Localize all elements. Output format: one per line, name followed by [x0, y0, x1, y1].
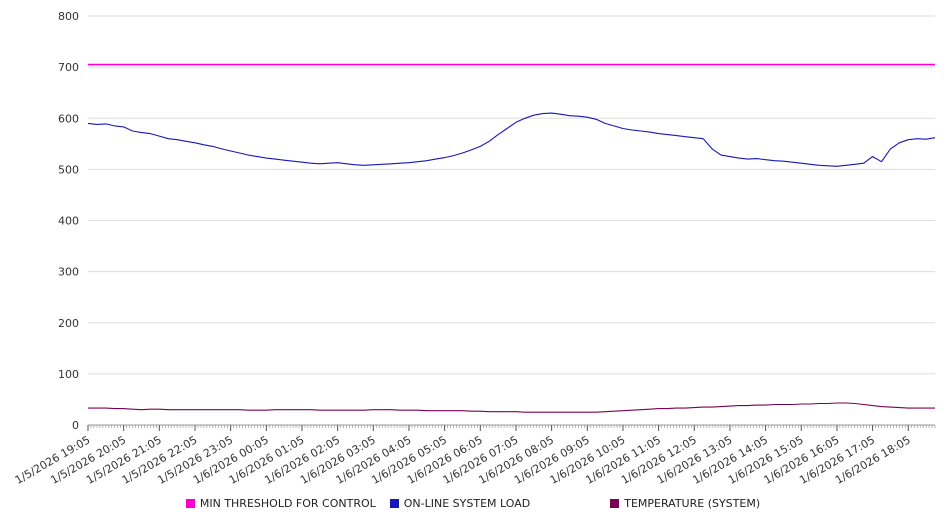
svg-text:800: 800: [58, 10, 79, 23]
legend-label: TEMPERATURE (SYSTEM): [624, 497, 761, 510]
svg-text:200: 200: [58, 317, 79, 330]
min-threshold-swatch-icon: [185, 499, 195, 508]
svg-text:700: 700: [58, 61, 79, 74]
temperature-swatch-icon: [610, 499, 620, 508]
data-series: [87, 63, 936, 413]
legend-item-temperature[interactable]: TEMPERATURE (SYSTEM): [610, 497, 760, 510]
svg-text:0: 0: [72, 419, 79, 432]
svg-text:400: 400: [58, 215, 79, 228]
legend-item-min-threshold[interactable]: MIN THRESHOLD FOR CONTROL: [185, 497, 376, 510]
legend-label: MIN THRESHOLD FOR CONTROL: [199, 497, 376, 510]
axes: [87, 425, 936, 431]
svg-text:600: 600: [58, 112, 79, 125]
legend-item-system-load[interactable]: ON-LINE SYSTEM LOAD: [389, 497, 531, 510]
svg-text:500: 500: [58, 163, 79, 176]
chart-legend: MIN THRESHOLD FOR CONTROL ON-LINE SYSTEM…: [0, 497, 946, 510]
legend-label: ON-LINE SYSTEM LOAD: [403, 497, 531, 510]
gridlines: [88, 15, 935, 426]
svg-text:100: 100: [58, 368, 79, 381]
system-load-swatch-icon: [389, 499, 399, 508]
svg-text:300: 300: [58, 266, 79, 279]
